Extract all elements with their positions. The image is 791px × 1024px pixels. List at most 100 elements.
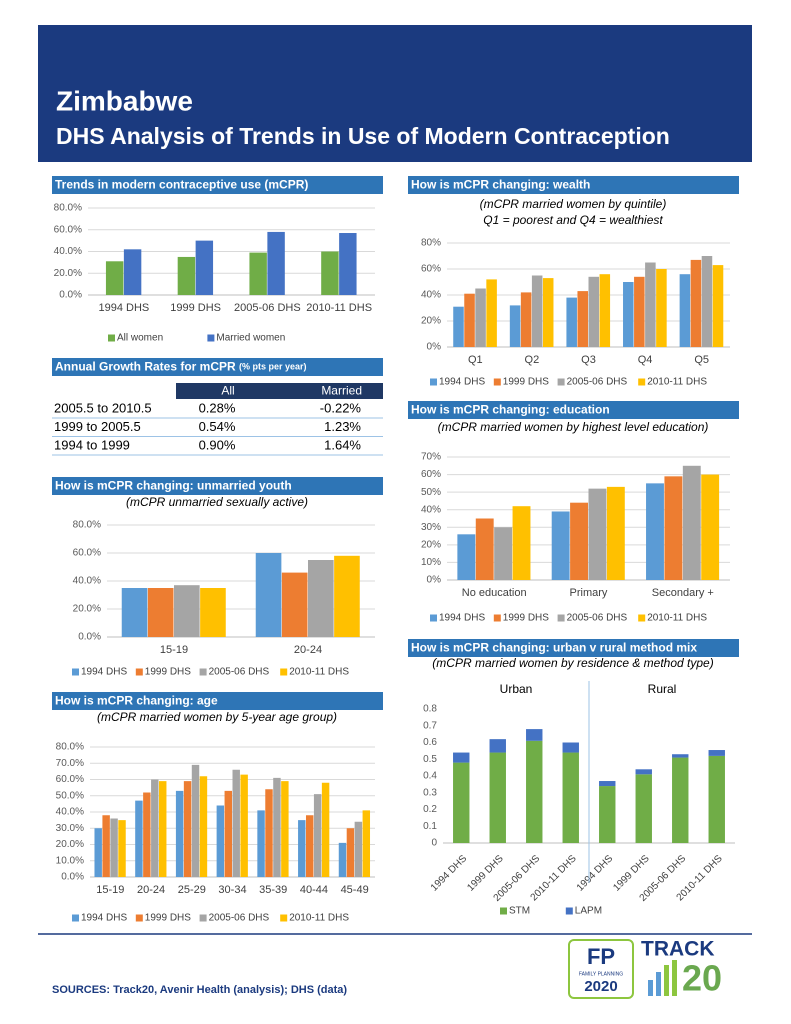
bar	[646, 483, 664, 580]
section-title: How is mCPR changing: urban v rural meth…	[411, 641, 697, 655]
bar	[94, 828, 102, 877]
x-tick-label: 2005-06 DHS	[234, 302, 301, 314]
bar	[199, 776, 208, 877]
section-header	[52, 477, 383, 495]
y-tick-label: 70.0%	[56, 758, 84, 769]
bar	[159, 781, 167, 877]
bar	[321, 251, 339, 295]
legend-label: LAPM	[575, 906, 602, 917]
bar-segment	[453, 762, 470, 843]
legend-swatch	[565, 907, 573, 915]
bar	[457, 534, 476, 580]
chart-subtitle: (mCPR married women by residence & metho…	[432, 656, 713, 670]
bar	[273, 777, 281, 877]
bar-segment	[708, 750, 725, 756]
section-header	[408, 401, 739, 419]
y-tick-label: 80%	[421, 238, 441, 249]
y-tick-label: 20.0%	[56, 839, 84, 850]
bar	[599, 274, 611, 347]
legend-swatch	[207, 334, 215, 342]
chart-subtitle: (mCPR married women by 5-year age group)	[97, 710, 337, 724]
bar-segment	[708, 755, 725, 843]
legend-swatch	[108, 334, 115, 342]
y-tick-label: 60.0%	[54, 224, 82, 235]
y-tick-label: 40.0%	[56, 807, 84, 818]
bar	[682, 465, 701, 580]
bar	[102, 815, 110, 877]
y-tick-label: 20%	[421, 539, 441, 550]
legend-label: All women	[117, 333, 163, 344]
legend-label: 1994 DHS	[439, 613, 485, 624]
bar	[577, 291, 588, 347]
table-cell: 0.90%	[199, 437, 236, 452]
y-tick-label: 70%	[421, 452, 441, 463]
bar	[121, 588, 148, 637]
x-tick-label: 40-44	[300, 884, 328, 896]
y-tick-label: 10.0%	[56, 855, 84, 866]
legend-swatch	[280, 914, 288, 922]
bar-segment	[453, 752, 470, 763]
y-tick-label: 50%	[421, 487, 441, 498]
x-tick-label: 20-24	[137, 884, 165, 896]
bar	[656, 269, 667, 347]
y-tick-label: 0.0%	[61, 872, 84, 883]
table-title-main: Annual Growth Rates for mCPR	[55, 360, 236, 374]
bar	[123, 249, 142, 295]
bar	[305, 815, 314, 877]
bar	[464, 293, 475, 347]
legend-swatch	[280, 668, 288, 676]
bar-segment	[526, 740, 543, 843]
y-tick-label: 0.2	[423, 804, 437, 815]
x-tick-label: 30-34	[218, 884, 246, 896]
legend-swatch	[430, 378, 437, 386]
section-title: How is mCPR changing: age	[55, 694, 218, 708]
legend-label: 1999 DHS	[145, 913, 191, 924]
chart-subtitle: (mCPR married women by highest level edu…	[438, 420, 709, 434]
bar	[232, 769, 240, 877]
x-tick-label: Q5	[694, 354, 709, 366]
bar	[588, 488, 607, 580]
bar	[475, 288, 486, 347]
bar	[308, 560, 334, 637]
bar	[334, 555, 360, 637]
bar	[475, 518, 494, 580]
bar	[551, 511, 570, 580]
legend-label: 2010-11 DHS	[289, 667, 349, 678]
legend-label: Married women	[216, 333, 285, 344]
bar	[712, 265, 724, 347]
bar	[570, 502, 588, 580]
x-tick-label: 2010-11 DHS	[306, 302, 372, 314]
bar	[542, 278, 554, 347]
logo-bar	[664, 965, 669, 996]
y-tick-label: 0.7	[423, 720, 437, 731]
y-tick-label: 40%	[421, 504, 441, 515]
legend-swatch	[557, 378, 565, 386]
bar	[494, 527, 513, 580]
bar-segment	[489, 752, 506, 843]
logo-bar	[656, 972, 661, 996]
y-tick-label: 0.5	[423, 754, 437, 765]
bar	[298, 820, 306, 877]
legend-swatch	[199, 668, 207, 676]
legend-label: 2005-06 DHS	[209, 667, 270, 678]
chart-note: Q1 = poorest and Q4 = wealthiest	[483, 213, 663, 227]
y-tick-label: 50.0%	[56, 790, 84, 801]
y-tick-label: 80.0%	[54, 203, 82, 214]
legend-label: 2005-06 DHS	[567, 613, 628, 624]
table-cell: 1.64%	[324, 437, 361, 452]
x-tick-label: 1994 DHS	[98, 302, 149, 314]
table-col-label: All	[221, 384, 234, 398]
bar	[623, 282, 634, 347]
fp-logo-text: FP	[587, 944, 615, 969]
track-logo-num: 20	[682, 958, 722, 999]
y-tick-label: 0.0%	[78, 632, 101, 643]
bar	[588, 276, 600, 347]
legend-label: 1994 DHS	[439, 377, 485, 388]
section-title: How is mCPR changing: education	[411, 403, 610, 417]
bar	[520, 292, 532, 347]
chart-subtitle: (mCPR unmarried sexually active)	[126, 495, 308, 509]
legend-label: 1994 DHS	[81, 667, 127, 678]
header-band	[38, 25, 752, 162]
x-tick-label: 45-49	[341, 884, 369, 896]
